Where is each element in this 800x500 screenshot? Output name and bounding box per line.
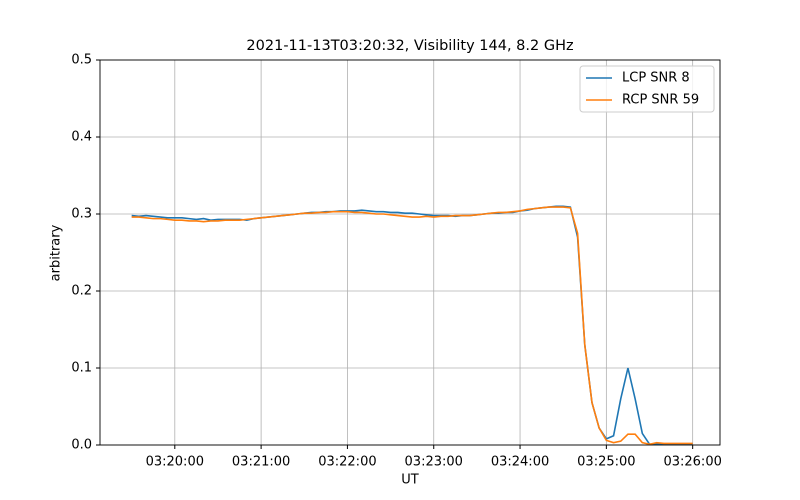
- chart-title: 2021-11-13T03:20:32, Visibility 144, 8.2…: [246, 38, 573, 54]
- x-tick-label: 03:23:00: [405, 455, 463, 470]
- y-tick-label: 0.4: [71, 130, 92, 145]
- y-tick-label: 0.3: [71, 207, 92, 222]
- x-tick-label: 03:22:00: [318, 455, 376, 470]
- legend-label: LCP SNR 8: [622, 71, 690, 86]
- legend-label: RCP SNR 59: [622, 93, 699, 108]
- y-tick-label: 0.1: [71, 361, 92, 376]
- x-tick-label: 03:25:00: [577, 455, 635, 470]
- plot-frame: [99, 59, 721, 446]
- x-tick-label: 03:24:00: [491, 455, 549, 470]
- y-tick-label: 0.2: [71, 284, 92, 299]
- x-axis-label: UT: [401, 473, 419, 488]
- x-tick-label: 03:26:00: [663, 455, 721, 470]
- x-tick-label: 03:21:00: [232, 455, 290, 470]
- series-line: [131, 205, 693, 446]
- y-tick-label: 0.5: [71, 53, 92, 68]
- series-line: [131, 206, 693, 446]
- legend-box: [579, 65, 715, 113]
- y-axis-label: arbitrary: [49, 224, 64, 281]
- y-tick-label: 0.0: [71, 438, 92, 453]
- x-tick-label: 03:20:00: [146, 455, 204, 470]
